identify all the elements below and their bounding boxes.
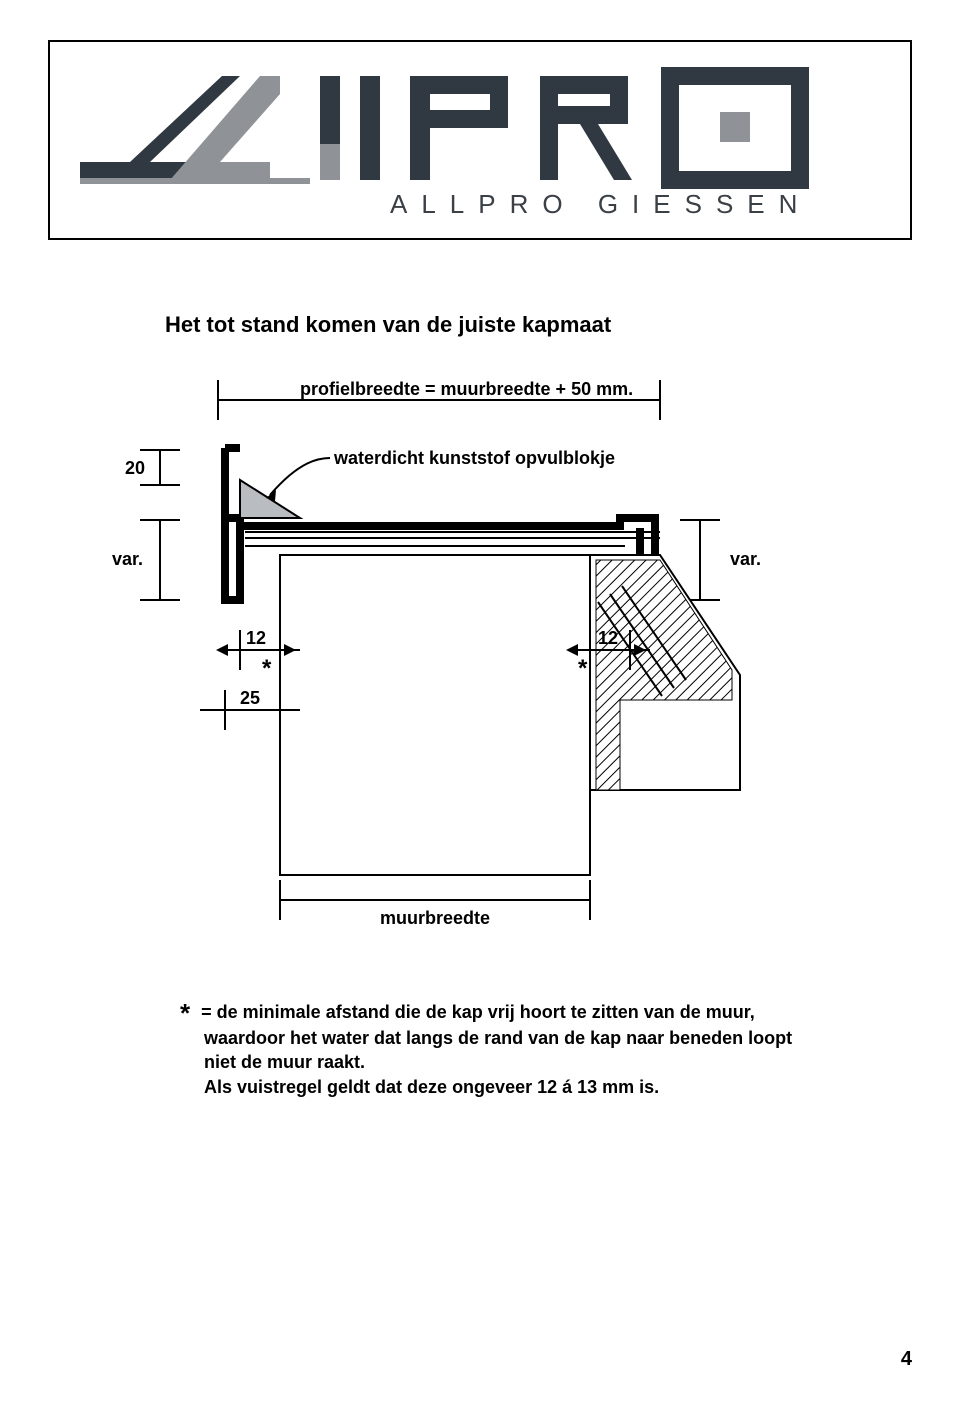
explain-line3: niet de muur raakt. xyxy=(204,1050,820,1074)
star-right: * xyxy=(578,655,588,682)
logo-inner: ALLPRO GIESSEN xyxy=(50,42,910,238)
star-left: * xyxy=(262,655,272,682)
page: ALLPRO GIESSEN Het tot stand komen van d… xyxy=(0,0,960,1401)
filler-label: waterdicht kunststof opvulblokje xyxy=(333,448,615,468)
company-name: ALLPRO GIESSEN xyxy=(390,189,811,220)
dim-var-left: var. xyxy=(112,549,143,569)
dim-25: 25 xyxy=(240,688,260,708)
wall-width-label: muurbreedte xyxy=(380,908,490,928)
explain-line1: = de minimale afstand die de kap vrij ho… xyxy=(201,1002,755,1022)
explain-line4: Als vuistregel geldt dat deze ongeveer 1… xyxy=(204,1075,820,1099)
page-title: Het tot stand komen van de juiste kapmaa… xyxy=(165,312,611,338)
dim-12-right: 12 xyxy=(598,628,618,648)
explanation: * = de minimale afstand die de kap vrij … xyxy=(180,1000,820,1099)
logo-svg xyxy=(70,52,890,202)
explain-line2: waardoor het water dat langs de rand van… xyxy=(204,1026,820,1050)
profile-width-label: profielbreedte = muurbreedte + 50 mm. xyxy=(300,379,633,399)
logo-frame: ALLPRO GIESSEN xyxy=(48,40,912,240)
page-number: 4 xyxy=(901,1348,912,1371)
dim-12-left: 12 xyxy=(246,628,266,648)
diagram: profielbreedte = muurbreedte + 50 mm. 20… xyxy=(100,370,820,990)
dim-var-right: var. xyxy=(730,549,761,569)
explain-star: * xyxy=(180,1000,190,1026)
diagram-svg: profielbreedte = muurbreedte + 50 mm. 20… xyxy=(100,370,820,990)
dim-20: 20 xyxy=(125,458,145,478)
